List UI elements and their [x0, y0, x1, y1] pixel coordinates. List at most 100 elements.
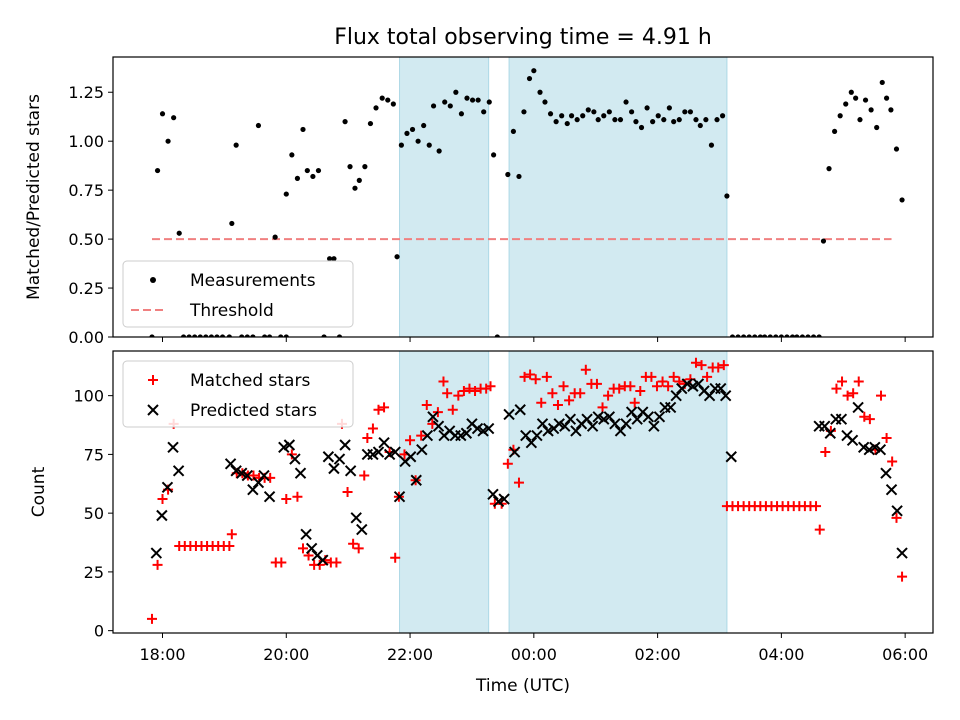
measurement-point: [516, 173, 522, 180]
measurement-point: [810, 334, 817, 337]
measurement-point: [171, 115, 177, 121]
measurement-point: [868, 107, 874, 113]
measurement-point: [837, 113, 843, 119]
measurement-point: [356, 177, 362, 183]
measurement-point: [784, 334, 790, 337]
measurement-point: [826, 166, 832, 172]
measurement-point: [327, 256, 333, 262]
legend: Matched stars Predicted stars: [122, 360, 354, 428]
predicted-star-marker: [525, 436, 538, 449]
measurement-point: [883, 95, 890, 101]
measurement-point: [486, 99, 492, 105]
measurement-point: [650, 119, 656, 125]
measurement-point: [741, 334, 747, 337]
measurement-point: [848, 89, 854, 95]
x-tick-label: 20:00: [263, 645, 309, 664]
x-tick-label: 04:00: [758, 645, 804, 664]
measurement-point: [591, 109, 597, 115]
matched-star-marker: [379, 402, 390, 413]
predicted-star-marker: [559, 420, 571, 432]
predicted-star-marker: [692, 378, 705, 390]
predicted-star-marker: [427, 411, 439, 423]
measurement-point: [553, 119, 559, 125]
y-tick-label: 50: [84, 504, 104, 523]
measurement-point: [862, 97, 869, 103]
matched-star-marker: [513, 477, 524, 488]
predicted-star-marker: [344, 465, 357, 477]
highlight-span: [508, 350, 728, 634]
predicted-star-marker: [514, 404, 526, 416]
measurement-point: [617, 117, 624, 123]
predicted-star-marker: [725, 451, 737, 463]
measurement-point: [266, 334, 273, 337]
predicted-star-marker: [520, 429, 532, 442]
matched-star-marker: [541, 371, 552, 382]
legend-label: Predicted stars: [190, 401, 317, 421]
predicted-star-marker: [482, 422, 495, 435]
matched-star-marker: [464, 383, 475, 394]
measurement-point: [481, 109, 487, 115]
matched-star-marker: [224, 541, 235, 552]
y-tick-label: 0.75: [68, 181, 104, 200]
measurement-point: [805, 334, 811, 337]
measurement-point: [469, 97, 476, 103]
matched-star-marker: [226, 529, 237, 540]
y-axis-label: Matched/Predicted stars: [24, 94, 44, 300]
measurement-point: [595, 117, 601, 123]
matched-star-marker: [447, 404, 458, 415]
predicted-star-marker: [631, 413, 643, 425]
series-predicted-stars: [150, 378, 908, 566]
series-measurements: [149, 68, 905, 337]
measurement-point: [521, 109, 527, 115]
measurement-point: [192, 334, 198, 337]
matched-star-marker: [536, 397, 547, 408]
predicted-star-marker: [393, 490, 406, 503]
matched-star-marker: [657, 376, 668, 387]
measurement-point: [409, 126, 416, 133]
predicted-star-marker: [150, 547, 163, 559]
matched-star-marker: [525, 369, 536, 380]
matched-star-marker: [635, 385, 646, 396]
measurement-point: [159, 111, 166, 117]
matched-star-marker: [842, 390, 853, 401]
measurement-point: [362, 164, 368, 170]
measurement-point: [226, 334, 232, 337]
measurement-point: [606, 109, 612, 115]
matched-star-marker: [558, 381, 569, 392]
panel-ratio: 0.00 0.25 0.50 0.75 1.00 1.25 Matched/Predicte…: [24, 56, 934, 347]
matched-star-marker: [887, 456, 898, 467]
y-tick-label: 0.50: [68, 230, 104, 249]
predicted-star-marker: [670, 389, 682, 402]
predicted-star-marker: [603, 411, 616, 423]
measurement-point: [580, 113, 586, 119]
measurement-point: [676, 117, 682, 123]
matched-star-marker: [668, 371, 679, 382]
matched-star-marker: [458, 385, 469, 396]
measurement-point: [794, 334, 800, 337]
measurement-point: [475, 97, 481, 103]
y-tick-label: 0.25: [68, 279, 104, 298]
measurement-point: [510, 128, 517, 135]
measurement-point: [559, 113, 565, 119]
predicted-star-marker: [322, 451, 335, 463]
predicted-star-marker: [241, 469, 254, 482]
x-tick-label: 18:00: [139, 645, 185, 664]
measurement-point: [404, 130, 410, 136]
predicted-star-marker: [317, 554, 329, 566]
measurement-point: [638, 124, 645, 131]
measurement-point: [321, 334, 327, 337]
measurement-point: [219, 334, 226, 337]
predicted-star-marker: [432, 420, 445, 432]
matched-star-marker: [876, 390, 887, 401]
measurement-point: [888, 107, 894, 113]
plot-area: [149, 68, 905, 337]
predicted-star-marker: [852, 401, 864, 414]
predicted-star-marker: [664, 401, 677, 414]
matched-star-marker: [811, 501, 822, 512]
matched-star-marker: [897, 571, 908, 582]
matched-star-marker: [837, 376, 848, 387]
matched-star-marker: [421, 400, 432, 411]
measurement-point: [367, 120, 374, 127]
matched-star-marker: [314, 559, 325, 570]
measurement-point: [421, 122, 427, 129]
